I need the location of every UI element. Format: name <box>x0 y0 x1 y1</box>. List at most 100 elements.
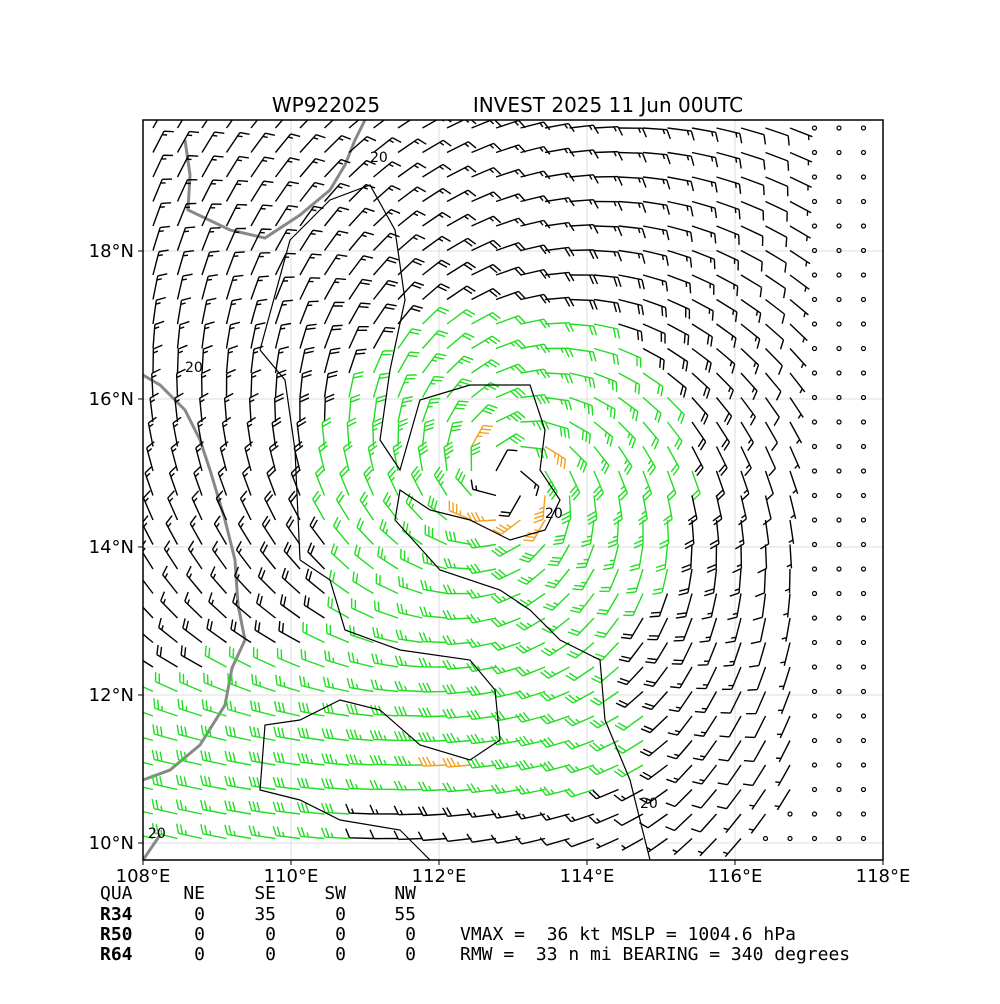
wind-barb <box>596 837 619 849</box>
wind-barb <box>345 729 374 742</box>
wind-barb <box>491 543 521 557</box>
wind-barb <box>283 541 301 570</box>
wind-barb <box>369 730 399 742</box>
wind-barb <box>569 274 599 285</box>
calm-marker <box>811 664 818 670</box>
wind-barb <box>442 659 472 670</box>
wind-barb <box>309 516 326 545</box>
calm-marker <box>860 688 867 695</box>
calm-marker <box>836 419 842 425</box>
wind-barb <box>553 519 571 546</box>
wind-barb <box>418 682 448 693</box>
wind-barb <box>228 646 252 668</box>
wind-barb <box>749 789 767 810</box>
wind-barb <box>490 617 521 628</box>
wind-barb <box>495 144 526 154</box>
wind-barb <box>191 490 203 521</box>
wind-barb <box>345 828 374 840</box>
wind-barb <box>564 813 595 823</box>
wind-barb <box>199 799 227 815</box>
wind-barb <box>176 249 195 276</box>
wind-barb <box>200 775 227 791</box>
calm-marker <box>860 223 867 229</box>
wind-barb <box>327 596 350 619</box>
wind-barb <box>567 617 595 637</box>
wind-barb <box>691 200 718 219</box>
wind-barb <box>422 163 452 178</box>
wind-barb <box>373 208 401 227</box>
wind-barb <box>667 397 686 425</box>
wind-barb <box>774 789 791 811</box>
wind-barb <box>765 200 788 222</box>
wind-barb <box>639 764 668 781</box>
calm-marker <box>860 394 867 401</box>
wind-barb <box>446 165 477 178</box>
wind-barb <box>225 120 234 129</box>
wind-barb <box>614 739 644 754</box>
wind-barb <box>143 686 154 693</box>
wind-barb <box>210 566 228 594</box>
wind-barb <box>516 592 546 608</box>
wind-barb <box>764 372 782 401</box>
wind-barb <box>299 134 326 153</box>
wind-barb <box>490 758 521 770</box>
wind-barb <box>652 568 669 595</box>
wind-barb <box>443 557 472 570</box>
table-cell: 0 <box>335 944 346 965</box>
wind-barb <box>596 593 620 615</box>
wind-barb <box>544 246 575 257</box>
wind-barb <box>180 645 203 668</box>
wind-barb <box>495 363 526 374</box>
wind-barb <box>520 470 540 497</box>
wind-barb <box>666 470 677 501</box>
wind-barb <box>348 302 371 325</box>
wind-barb <box>393 830 423 841</box>
wind-barb <box>640 715 668 734</box>
wind-barb <box>176 226 196 251</box>
calm-marker <box>811 370 818 376</box>
wind-barb <box>642 470 653 501</box>
calm-marker <box>836 615 842 621</box>
wind-barb <box>382 491 399 521</box>
calm-marker <box>860 296 867 303</box>
wind-barb <box>321 802 350 815</box>
wind-barb <box>297 727 325 742</box>
row-label: R64 <box>100 944 133 965</box>
wind-barb <box>519 544 546 563</box>
wind-barb <box>691 421 707 451</box>
wind-barb <box>466 613 497 624</box>
wind-barb <box>152 178 173 202</box>
wind-barb <box>352 571 374 595</box>
wind-barb <box>786 544 793 569</box>
wind-barb <box>348 394 361 423</box>
wind-barb <box>225 155 249 178</box>
calm-marker <box>836 174 842 180</box>
wind-barb <box>704 568 718 597</box>
wind-barb <box>203 672 227 693</box>
wind-barb <box>665 789 693 808</box>
wind-barb <box>250 180 274 202</box>
wind-barb <box>716 127 743 144</box>
wind-barb <box>754 568 767 598</box>
contour-label: 20 <box>148 826 166 842</box>
wind-barb <box>333 516 350 545</box>
wind-barb <box>747 666 767 691</box>
wind-barb <box>296 777 325 791</box>
wind-barb <box>691 274 715 295</box>
wind-barb <box>470 424 494 447</box>
wind-barb <box>613 764 644 778</box>
wind-barb <box>495 290 526 301</box>
calm-marker <box>860 639 867 646</box>
wind-barb <box>490 568 521 581</box>
wind-barb <box>752 593 767 621</box>
wind-barb <box>232 592 252 619</box>
wind-barb <box>515 617 546 631</box>
wind-barb <box>643 666 669 687</box>
wind-barb <box>323 370 338 398</box>
calm-marker <box>762 835 769 842</box>
wind-barb <box>152 724 178 742</box>
wind-barb <box>788 519 795 544</box>
wind-barb <box>718 740 742 762</box>
wind-barb <box>217 465 228 496</box>
